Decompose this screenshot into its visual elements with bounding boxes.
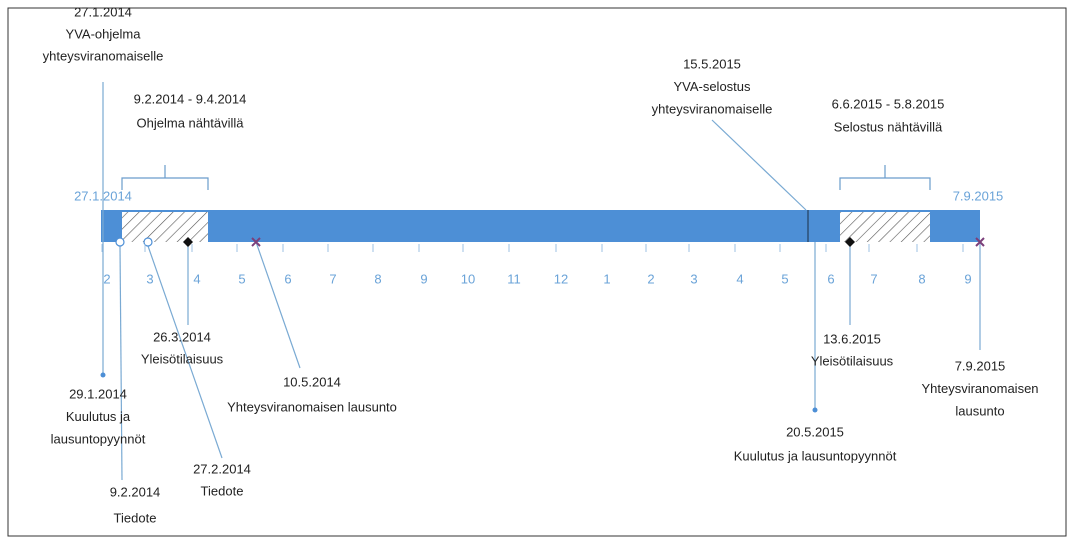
event-label: 6.6.2015 - 5.8.2015 [832,96,945,111]
connector [255,241,301,369]
event-label: YVA-ohjelma [66,26,142,41]
month-ticks: 2 3 4 5 6 7 8 9 10 11 12 1 2 3 4 5 6 7 8 9 [101,244,972,286]
event-label: Tiedote [201,483,244,498]
event-label: 13.6.2015 [823,331,881,346]
event-label: yhteysviranomaiselle [652,101,773,116]
month-tick-label: 5 [781,271,788,286]
event-label: YVA-selostus [673,79,751,94]
event-label: Yhteysviranomaisen lausunto [227,399,397,414]
month-tick-label: 9 [420,271,427,286]
dot [812,407,818,413]
month-tick-label: 10 [461,271,475,286]
event-label: Yhteysviranomaisen [921,381,1038,396]
month-tick-label: 3 [146,271,153,286]
event-label: 20.5.2015 [786,424,844,439]
month-tick-label: 2 [103,271,110,286]
month-tick-label: 11 [507,271,521,286]
month-tick-label: 5 [238,271,245,286]
x-marker [975,237,985,247]
event-label: yhteysviranomaiselle [43,48,164,63]
dot [100,372,106,378]
event-label: 27.1.2014 [74,4,132,19]
bracket [121,165,209,190]
month-tick-label: 9 [964,271,971,286]
frame [7,7,1067,537]
event-label: 9.2.2014 [110,484,161,499]
month-tick-label: 2 [647,271,654,286]
month-tick-label: 1 [603,271,610,286]
event-label: 15.5.2015 [683,56,741,71]
start-label: 27.1.2014 [74,188,132,203]
month-tick-label: 12 [554,271,568,286]
connector [119,245,123,481]
period-box [122,212,208,242]
x-marker [251,237,261,247]
event-label: Yleisötilaisuus [141,351,224,366]
event-label: 26.3.2014 [153,329,211,344]
event-label: Selostus nähtävillä [834,119,943,134]
event-label: lausuntopyynnöt [51,431,146,446]
event-label: 7.9.2015 [955,358,1006,373]
month-tick-label: 4 [736,271,743,286]
month-tick-label: 7 [329,271,336,286]
circle-marker [115,237,125,247]
event-label: Yleisötilaisuus [811,353,894,368]
connector [711,119,807,211]
circle-marker [143,237,153,247]
month-tick-label: 7 [870,271,877,286]
diamond-marker [845,237,855,247]
event-label: 29.1.2014 [69,386,127,401]
event-label: Kuulutus ja [66,409,131,424]
month-tick-label: 6 [284,271,291,286]
period-box [840,212,930,242]
diamond-marker [183,237,193,247]
end-label: 7.9.2015 [953,188,1004,203]
month-tick-label: 8 [374,271,381,286]
month-tick-label: 6 [827,271,834,286]
connector [147,245,223,459]
events: 27.1.2014 YVA-ohjelma yhteysviranomaiselle… [43,4,1039,525]
timeline-bar [101,210,980,242]
month-tick-label: 4 [193,271,200,286]
month-tick-label: 8 [918,271,925,286]
event-label: Ohjelma nähtävillä [137,115,245,130]
event-label: Tiedote [114,510,157,525]
bracket [839,165,931,190]
event-label: Kuulutus ja lausuntopyynnöt [734,448,897,463]
event-label: lausunto [955,403,1004,418]
event-label: 27.2.2014 [193,461,251,476]
month-tick-label: 3 [690,271,697,286]
event-label: 9.2.2014 - 9.4.2014 [134,91,247,106]
event-label: 10.5.2014 [283,374,341,389]
